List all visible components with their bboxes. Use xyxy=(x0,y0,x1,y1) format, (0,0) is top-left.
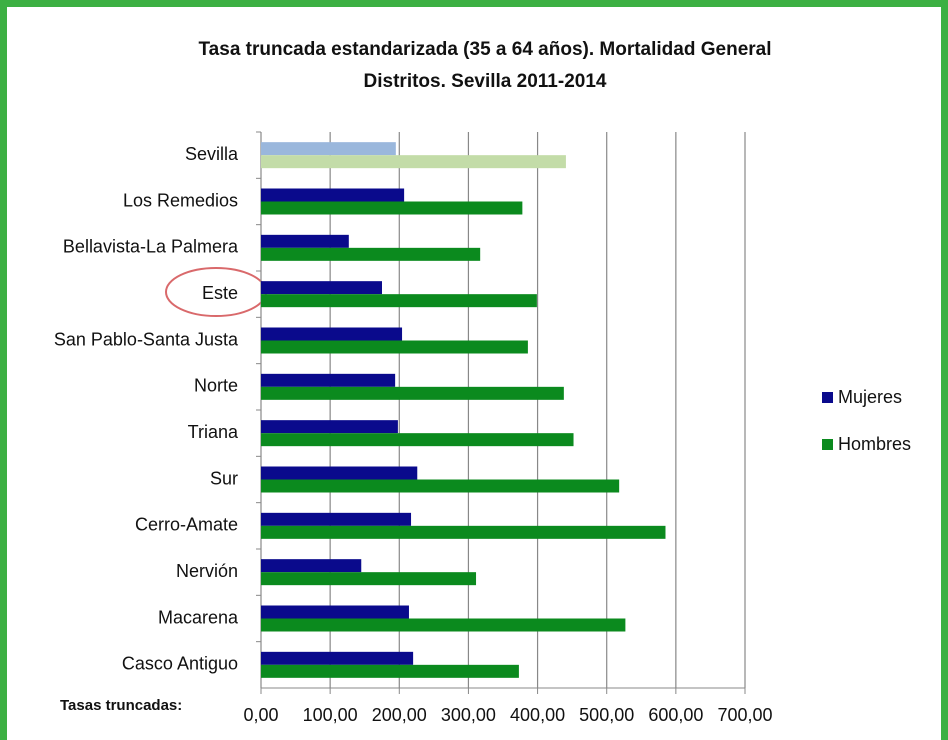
bar xyxy=(261,433,574,447)
legend-swatch xyxy=(822,439,833,450)
legend-swatch xyxy=(822,392,833,403)
bar xyxy=(261,155,566,169)
y-tick-label: Macarena xyxy=(158,607,239,627)
bar xyxy=(261,651,414,665)
x-tick-label: 500,00 xyxy=(579,705,634,725)
bar xyxy=(261,479,620,493)
bar xyxy=(261,327,403,341)
bar xyxy=(261,234,349,248)
chart-title: Distritos. Sevilla 2011-2014 xyxy=(364,71,607,92)
bar xyxy=(261,373,396,387)
bar xyxy=(261,386,564,400)
bar xyxy=(261,294,537,308)
y-tick-label: Casco Antiguo xyxy=(122,654,238,674)
bar xyxy=(261,201,523,215)
y-tick-label: Sevilla xyxy=(185,144,239,164)
bar xyxy=(261,247,481,261)
y-tick-label: Cerro-Amate xyxy=(135,515,238,535)
bar xyxy=(261,605,409,619)
x-tick-label: 100,00 xyxy=(303,705,358,725)
y-tick-label: San Pablo-Santa Justa xyxy=(54,329,239,349)
chart-title: Tasa truncada estandarizada (35 a 64 año… xyxy=(198,39,771,60)
x-tick-label: 600,00 xyxy=(648,705,703,725)
bar xyxy=(261,188,405,202)
bar xyxy=(261,572,477,586)
x-tick-label: 200,00 xyxy=(372,705,427,725)
bar xyxy=(261,512,412,526)
bar xyxy=(261,618,626,632)
bar xyxy=(261,142,396,156)
x-tick-label: 300,00 xyxy=(441,705,496,725)
bar xyxy=(261,525,666,539)
x-tick-label: 0,00 xyxy=(243,705,278,725)
bar xyxy=(261,664,519,678)
y-tick-label: Sur xyxy=(210,468,238,488)
x-axis-label: Tasas truncadas: xyxy=(60,697,182,714)
x-tick-label: 700,00 xyxy=(717,705,772,725)
bar xyxy=(261,559,362,573)
y-tick-label: Los Remedios xyxy=(123,190,238,210)
y-tick-label: Bellavista-La Palmera xyxy=(63,237,239,257)
bar xyxy=(261,466,418,480)
x-tick-label: 400,00 xyxy=(510,705,565,725)
bar xyxy=(261,340,528,354)
bar xyxy=(261,281,382,295)
y-tick-label: Nervión xyxy=(176,561,238,581)
legend-label: Mujeres xyxy=(838,387,902,407)
y-tick-label: Norte xyxy=(194,376,238,396)
y-tick-label: Triana xyxy=(188,422,239,442)
y-tick-label: Este xyxy=(202,283,238,303)
legend-label: Hombres xyxy=(838,434,911,454)
bar xyxy=(261,420,398,434)
